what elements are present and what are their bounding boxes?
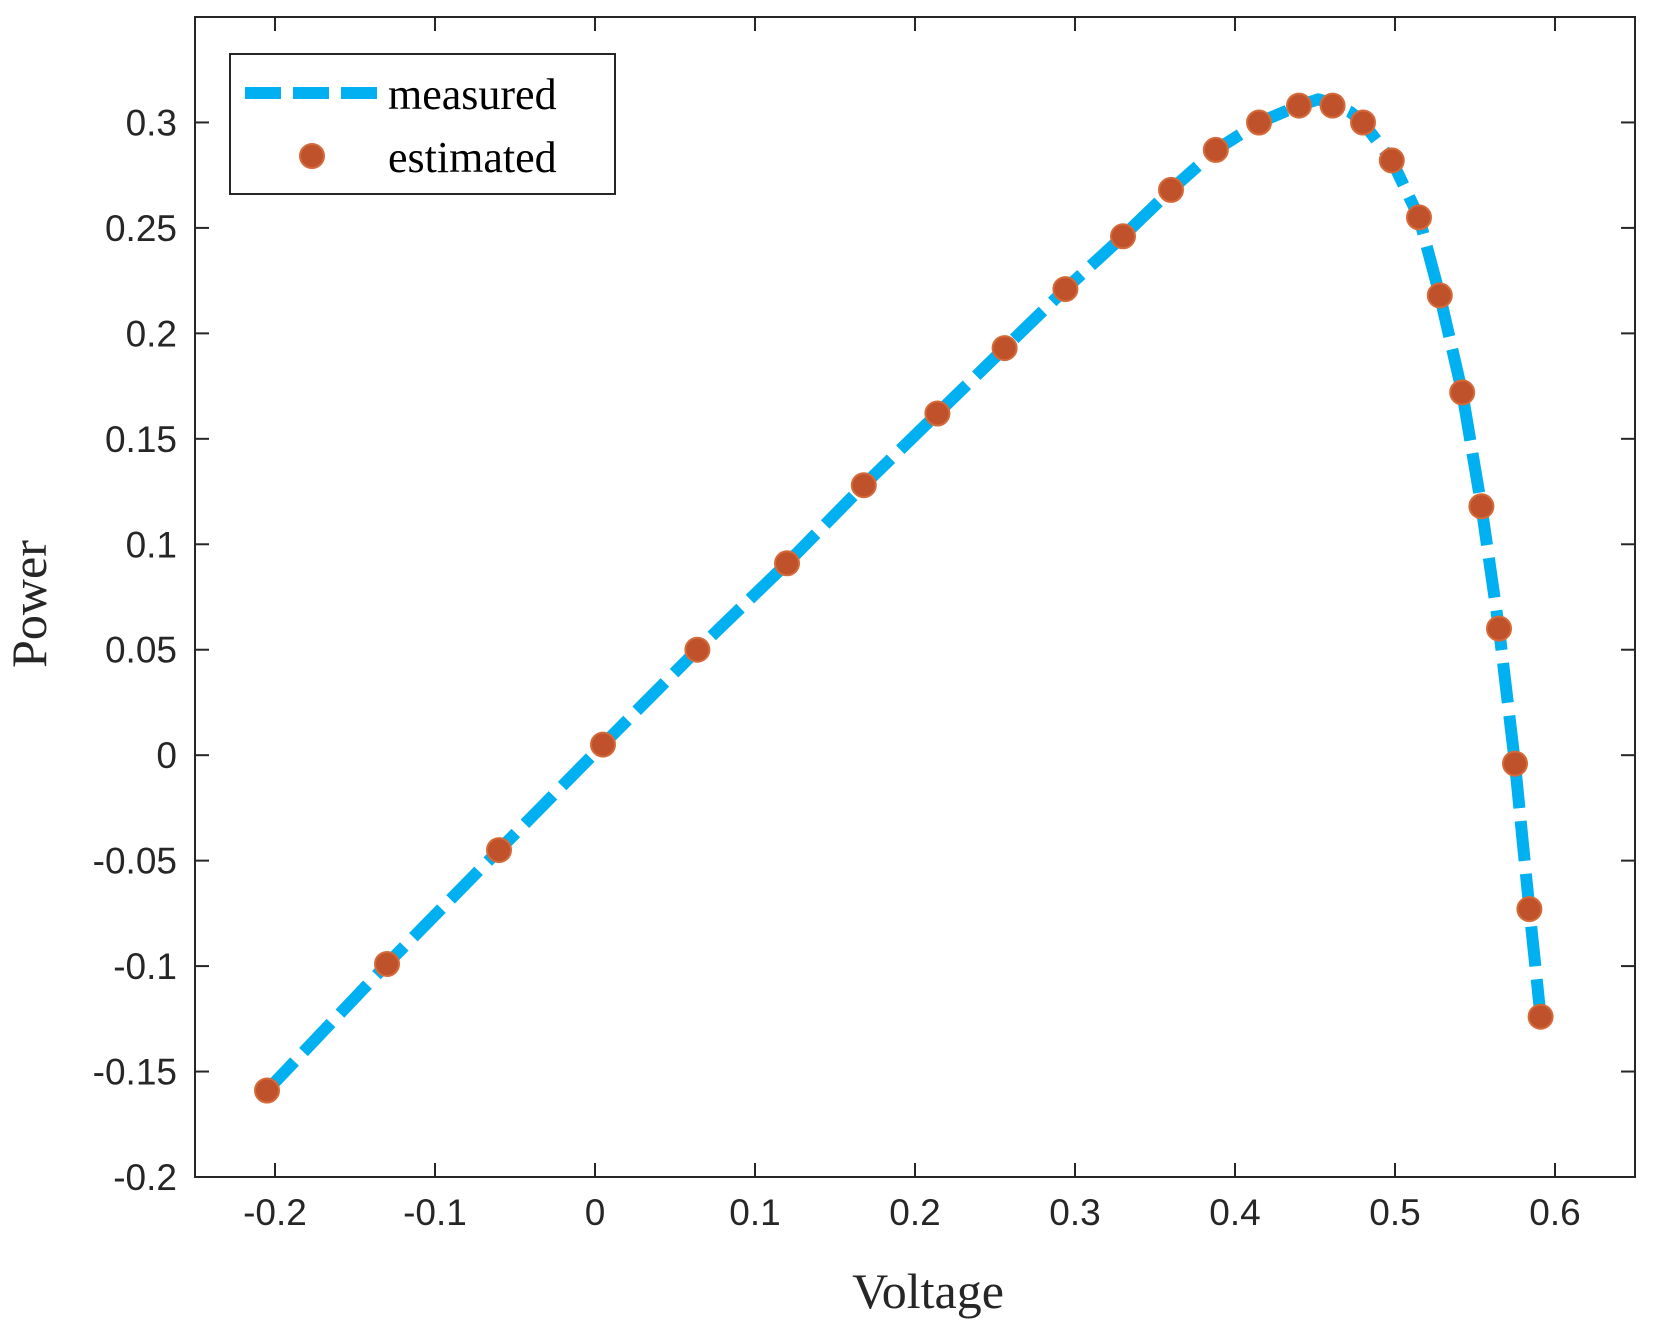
- legend-estimated-swatch: [299, 143, 325, 169]
- estimated-point: [1378, 147, 1405, 174]
- estimated-point: [1502, 750, 1528, 777]
- y-tick-label: 0.25: [105, 208, 177, 249]
- measured-series-line: [262, 93, 1547, 1095]
- estimated-point: [1406, 204, 1432, 231]
- estimated-point: [1527, 1003, 1554, 1030]
- x-axis-label: Voltage: [852, 1263, 1004, 1319]
- legend-estimated-label: estimated: [388, 133, 557, 182]
- estimated-point: [774, 550, 800, 577]
- legend-box: [229, 53, 616, 195]
- legend: measured estimated: [229, 53, 616, 195]
- estimated-point: [1319, 92, 1346, 119]
- estimated-point: [1468, 493, 1495, 520]
- x-tick-label: 0.6: [1529, 1192, 1580, 1233]
- y-tick-label: 0.2: [126, 313, 177, 354]
- y-tick-label: 0.15: [105, 419, 177, 460]
- estimated-point: [684, 636, 711, 663]
- estimated-point: [991, 335, 1018, 362]
- estimated-point: [1350, 109, 1376, 136]
- axes: -0.2 -0.1 0 0.1 0.2 0.3 0.4 0.5 0.6 -0.2 -0.15 -0.1…: [93, 16, 1636, 1233]
- x-tick-label: 0.3: [1049, 1192, 1100, 1233]
- estimated-point: [1286, 92, 1312, 119]
- estimated-point: [924, 400, 951, 427]
- estimated-point: [1516, 896, 1543, 923]
- estimated-point: [254, 1077, 280, 1104]
- y-tick-label: -0.2: [113, 1157, 177, 1198]
- y-tick-label: -0.05: [93, 841, 177, 882]
- estimated-point: [1246, 109, 1272, 136]
- y-tick-label: 0.3: [126, 102, 177, 143]
- x-tick-label: -0.2: [243, 1192, 307, 1233]
- x-tick-label: 0.5: [1369, 1192, 1420, 1233]
- y-tick-label: 0: [156, 735, 177, 776]
- x-tick-label: 0.4: [1209, 1192, 1260, 1233]
- y-tick-label: -0.15: [93, 1052, 177, 1093]
- y-tick-label: -0.1: [113, 946, 177, 987]
- estimated-point: [1052, 276, 1079, 303]
- plot-area: [254, 92, 1554, 1104]
- legend-measured-label: measured: [388, 70, 557, 119]
- x-tick-label: -0.1: [403, 1192, 467, 1233]
- estimated-point: [590, 731, 616, 758]
- estimated-point: [486, 837, 512, 864]
- y-tick-label: 0.05: [105, 630, 177, 671]
- estimated-point: [374, 951, 400, 977]
- x-tick-label: 0.1: [729, 1192, 780, 1233]
- estimated-point: [1426, 282, 1453, 309]
- y-axis-label: Power: [1, 540, 57, 668]
- x-tick-label: 0.2: [889, 1192, 940, 1233]
- estimated-point: [1449, 379, 1476, 406]
- estimated-point: [1486, 615, 1512, 642]
- estimated-point: [1110, 223, 1136, 250]
- y-tick-label: 0.1: [126, 524, 177, 565]
- x-tick-label: 0: [585, 1192, 606, 1233]
- estimated-point: [1158, 176, 1184, 203]
- estimated-point: [850, 472, 877, 499]
- estimated-point: [1202, 136, 1229, 163]
